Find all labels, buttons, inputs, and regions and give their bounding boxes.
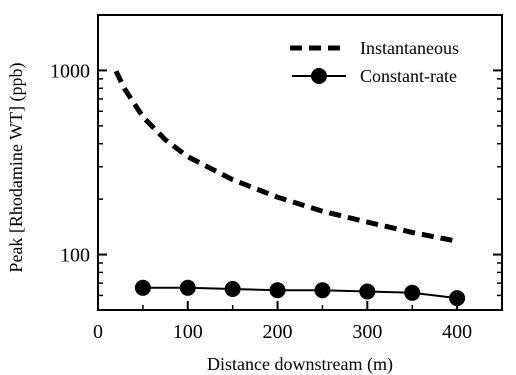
x-tick-labels: 0 100 200 300 400 bbox=[93, 321, 472, 343]
axis-ticks bbox=[97, 69, 502, 310]
legend: Instantaneous Constant-rate bbox=[290, 38, 459, 86]
y-tick-label-100: 100 bbox=[60, 245, 90, 267]
legend-marker-constant-rate bbox=[311, 68, 327, 84]
series-line-instantaneous bbox=[113, 70, 458, 244]
y-axis-title: Peak [Rhodamine WT] (ppb) bbox=[6, 62, 27, 272]
x-tick-label-100: 100 bbox=[173, 321, 203, 343]
y-tick-labels: 100 1000 bbox=[50, 60, 90, 266]
data-point-constant-rate-300 bbox=[359, 283, 376, 300]
plot-series bbox=[113, 70, 466, 307]
legend-label-instantaneous: Instantaneous bbox=[360, 38, 459, 58]
x-tick-label-200: 200 bbox=[263, 321, 293, 343]
x-tick-label-300: 300 bbox=[352, 321, 382, 343]
plot-frame bbox=[97, 14, 503, 311]
data-point-constant-rate-200 bbox=[269, 282, 286, 299]
data-point-constant-rate-100 bbox=[179, 279, 196, 296]
data-point-constant-rate-150 bbox=[224, 281, 241, 298]
data-point-constant-rate-50 bbox=[134, 279, 151, 296]
data-point-constant-rate-400 bbox=[449, 290, 466, 307]
x-tick-label-400: 400 bbox=[442, 321, 472, 343]
data-point-constant-rate-250 bbox=[314, 282, 331, 299]
y-tick-label-1000: 1000 bbox=[50, 60, 90, 82]
legend-label-constant-rate: Constant-rate bbox=[360, 66, 457, 86]
data-point-constant-rate-350 bbox=[404, 284, 421, 301]
x-tick-label-0: 0 bbox=[93, 321, 103, 343]
x-axis-title: Distance downstream (m) bbox=[207, 354, 393, 375]
